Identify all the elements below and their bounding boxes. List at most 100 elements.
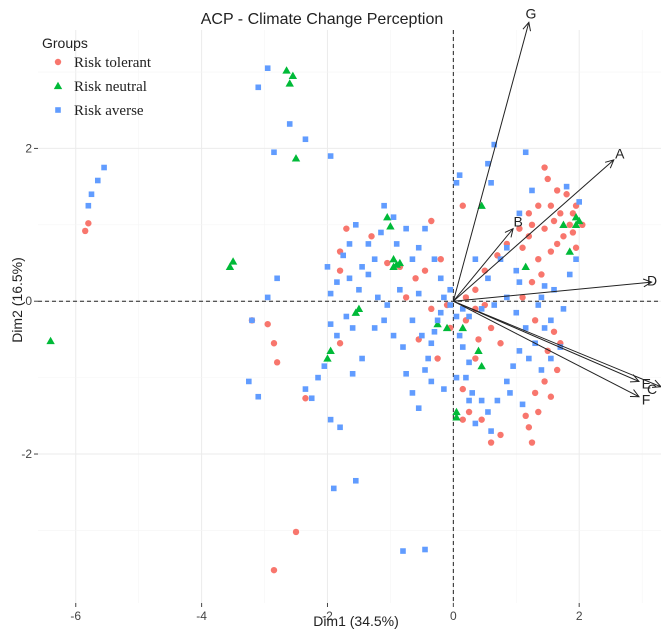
data-point	[246, 378, 252, 385]
data-point	[477, 201, 486, 209]
legend-label: Risk neutral	[74, 79, 147, 95]
data-point	[551, 286, 557, 293]
vector-arrowhead	[604, 159, 615, 169]
data-point	[101, 164, 107, 171]
data-point	[415, 244, 422, 251]
data-point	[228, 257, 238, 265]
data-point	[472, 256, 479, 262]
data-point	[337, 424, 343, 431]
data-point	[488, 180, 494, 186]
data-point	[453, 180, 460, 186]
data-point	[351, 308, 360, 316]
data-point	[433, 319, 442, 328]
vector-f: F	[453, 300, 650, 407]
vector-arrowhead	[629, 389, 640, 398]
data-point	[326, 346, 335, 355]
data-point	[270, 566, 278, 574]
data-point	[474, 346, 483, 355]
data-point	[389, 255, 398, 263]
data-point	[288, 71, 298, 79]
data-point	[352, 477, 359, 484]
data-point	[547, 248, 555, 255]
data-point	[402, 294, 410, 301]
data-point	[528, 221, 536, 229]
data-point	[334, 279, 340, 285]
x-axis-title: Dim1 (34.5%)	[313, 613, 399, 629]
data-point	[525, 210, 533, 217]
vector-label: D	[647, 272, 657, 288]
legend-entry-risk-averse: Risk averse	[55, 103, 144, 119]
chart-title: ACP - Climate Change Perception	[201, 11, 444, 28]
data-point	[441, 294, 447, 301]
data-point	[504, 378, 510, 385]
data-point	[447, 286, 453, 293]
data-point	[273, 359, 281, 366]
series-risk-averse	[85, 65, 582, 554]
data-point	[487, 439, 495, 446]
data-point	[365, 241, 372, 247]
data-point	[421, 267, 429, 274]
data-point	[478, 306, 485, 312]
data-point	[466, 397, 472, 404]
legend-entry-risk-tolerant: Risk tolerant	[54, 55, 152, 71]
data-point	[466, 313, 472, 320]
data-point	[571, 220, 581, 228]
data-point	[488, 428, 494, 434]
data-point	[386, 222, 395, 230]
vector-arrowhead	[629, 374, 641, 383]
legend-swatch	[53, 81, 63, 90]
x-tick-label: -2	[322, 609, 333, 623]
data-point	[419, 332, 425, 339]
data-point	[459, 385, 466, 393]
data-point	[409, 317, 416, 324]
data-point	[270, 340, 278, 347]
data-point	[494, 397, 501, 404]
data-point	[46, 336, 55, 345]
data-point	[308, 395, 315, 402]
data-point	[565, 247, 574, 255]
data-point	[85, 202, 92, 209]
data-point	[274, 275, 280, 282]
data-point	[550, 328, 558, 335]
data-point	[548, 317, 554, 324]
data-point	[458, 323, 467, 332]
data-point	[535, 408, 542, 416]
variable-vectors: G A B D EFC	[452, 6, 661, 407]
data-point	[566, 221, 573, 229]
data-point	[422, 225, 428, 232]
data-point	[560, 233, 567, 240]
data-point	[491, 141, 498, 148]
data-point	[302, 395, 309, 402]
data-point	[346, 241, 353, 247]
y-axis-title: Dim2 (16.5%)	[9, 257, 25, 343]
data-point	[478, 397, 485, 404]
data-point	[323, 354, 332, 362]
data-point	[381, 202, 387, 209]
data-point	[541, 283, 548, 289]
data-point	[389, 262, 398, 270]
vector-line	[453, 281, 652, 302]
data-point	[472, 420, 479, 427]
data-point	[343, 313, 350, 320]
vector-label: A	[615, 146, 625, 162]
data-point	[327, 153, 334, 159]
data-point	[409, 256, 416, 262]
data-point	[541, 164, 548, 171]
data-point	[541, 325, 548, 331]
data-point	[415, 290, 422, 297]
data-point	[559, 220, 568, 228]
data-point	[431, 328, 438, 335]
data-point	[522, 325, 529, 331]
data-point	[264, 320, 271, 328]
data-point	[400, 344, 406, 350]
legend-swatch	[54, 58, 62, 66]
data-point	[286, 121, 293, 127]
data-point	[538, 294, 545, 301]
data-point	[522, 149, 529, 156]
data-point	[85, 220, 92, 227]
data-point	[282, 66, 291, 74]
x-tick-label: 0	[450, 609, 457, 623]
data-point	[525, 233, 533, 240]
data-point	[441, 386, 447, 392]
data-point	[516, 210, 523, 217]
